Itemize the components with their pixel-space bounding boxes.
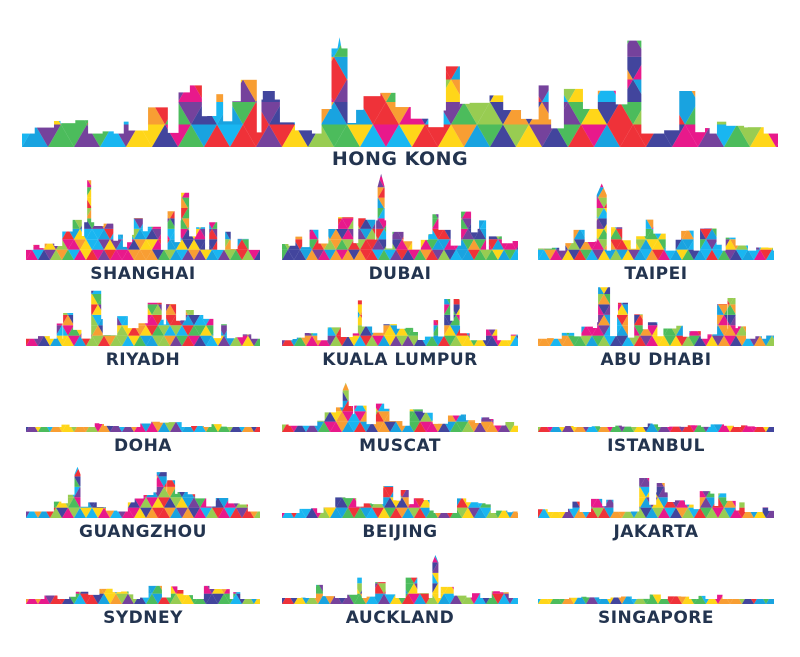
city-jakarta: [538, 468, 774, 518]
city-label-beijing: BEIJING: [362, 522, 438, 542]
hong-kong-skyline: [22, 37, 778, 147]
city-label-kuala-lumpur: KUALA LUMPUR: [322, 350, 478, 370]
city-label-jakarta: JAKARTA: [613, 522, 699, 542]
city-dubai: [282, 172, 518, 260]
dubai-skyline: [282, 173, 518, 260]
city-label-singapore: SINGAPORE: [597, 608, 715, 628]
city-label-riyadh: RIYADH: [105, 350, 181, 370]
city-istanbul: [538, 404, 774, 432]
guangzhou-skyline: [26, 466, 260, 518]
auckland-skyline: [282, 555, 518, 604]
city-label-hong-kong: HONG KONG: [331, 148, 469, 170]
kuala-lumpur-skyline: [282, 298, 518, 346]
singapore-skyline: [538, 594, 774, 604]
city-guangzhou: [26, 464, 260, 518]
city-label-doha: DOHA: [114, 436, 172, 456]
riyadh-skyline: [26, 290, 260, 346]
city-beijing: [282, 478, 518, 518]
shanghai-skyline: [26, 180, 260, 260]
taipei-skyline: [538, 183, 774, 260]
city-muscat: [282, 380, 518, 432]
city-shanghai: [26, 176, 260, 260]
doha-skyline: [26, 421, 260, 432]
city-singapore: [538, 572, 774, 604]
sydney-skyline: [26, 585, 260, 604]
muscat-skyline: [282, 382, 518, 432]
city-taipei: [538, 182, 774, 260]
city-sydney: [26, 570, 260, 604]
city-label-istanbul: ISTANBUL: [607, 436, 705, 456]
city-label-taipei: TAIPEI: [624, 264, 688, 284]
city-label-guangzhou: GUANGZHOU: [79, 522, 207, 542]
city-label-abu-dhabi: ABU DHABI: [600, 350, 712, 370]
jakarta-skyline: [538, 478, 774, 518]
city-riyadh: [26, 286, 260, 346]
city-label-dubai: DUBAI: [368, 264, 432, 284]
abu-dhabi-skyline: [538, 287, 774, 346]
city-auckland: [282, 554, 518, 604]
city-label-auckland: AUCKLAND: [345, 608, 455, 628]
city-label-sydney: SYDNEY: [103, 608, 183, 628]
city-kuala-lumpur: [282, 298, 518, 346]
city-abu-dhabi: [538, 286, 774, 346]
city-label-shanghai: SHANGHAI: [90, 264, 196, 284]
city-label-muscat: MUSCAT: [359, 436, 441, 456]
beijing-skyline: [282, 486, 518, 518]
city-hong-kong: [22, 35, 778, 147]
istanbul-skyline: [538, 423, 774, 432]
city-doha: [26, 398, 260, 432]
